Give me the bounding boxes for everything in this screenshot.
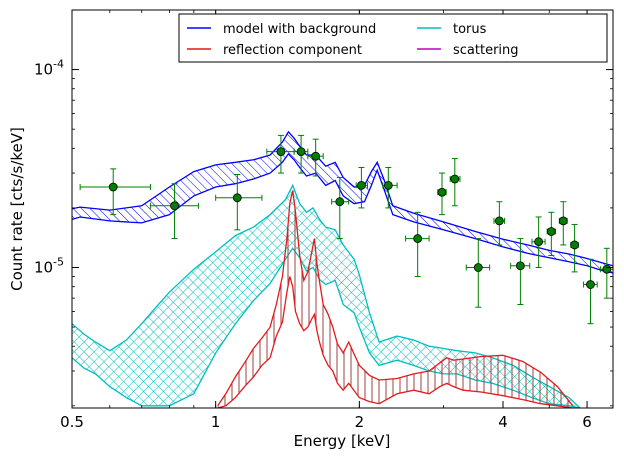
x-tick-label: 2 <box>355 413 365 431</box>
data-point <box>546 227 556 236</box>
data-point <box>232 193 242 203</box>
data-point <box>516 261 525 271</box>
data-point <box>335 197 345 207</box>
x-tick-label: 4 <box>498 413 508 431</box>
reflection-component-lower-line <box>217 276 573 408</box>
legend-label-model-with-background: model with background <box>223 22 376 37</box>
legend: model with background torus reflection com… <box>178 13 608 63</box>
data-point <box>558 216 568 226</box>
data-point <box>534 237 544 247</box>
reflection-component-upper-line <box>217 190 574 407</box>
data-point <box>570 240 579 250</box>
data-point <box>276 147 286 157</box>
data-point <box>602 264 612 274</box>
x-tick-label: 6 <box>582 413 592 431</box>
reflection-component-band-fill <box>217 190 573 408</box>
data-point <box>586 280 595 289</box>
data-point <box>170 201 179 211</box>
axes: 0.5 1 2 4 6 10-5 10-4 <box>34 9 614 431</box>
data-point <box>494 216 504 226</box>
legend-box <box>178 13 608 63</box>
plot-frame <box>71 9 614 409</box>
data-point <box>437 187 447 197</box>
x-tick-label: 0.5 <box>60 413 84 431</box>
y-tick-label: 10-4 <box>34 58 64 79</box>
legend-label-reflection-component: reflection component <box>223 43 362 58</box>
data-point <box>383 180 393 190</box>
data-point <box>450 174 460 184</box>
data-point <box>413 234 423 243</box>
data-point <box>296 147 306 157</box>
x-axis-label: Energy [keV] <box>294 432 391 450</box>
legend-label-torus: torus <box>453 22 487 37</box>
model-with-background-upper-line <box>72 130 613 267</box>
data-points <box>79 134 613 325</box>
model-with-background-band-fill <box>72 131 613 273</box>
data-point <box>473 263 483 272</box>
y-axis-label: Count rate [cts/s/keV] <box>8 127 26 291</box>
y-tick-label: 10-5 <box>34 255 64 276</box>
x-tick-label: 1 <box>211 413 221 431</box>
model-with-background-lower-line <box>72 152 613 274</box>
torus-band-fill <box>72 185 580 408</box>
data-point <box>311 151 321 161</box>
torus-upper-line <box>72 183 581 408</box>
legend-label-scattering: scattering <box>453 43 519 58</box>
model-bands <box>72 130 613 408</box>
data-point <box>357 180 366 190</box>
data-point <box>108 182 118 192</box>
